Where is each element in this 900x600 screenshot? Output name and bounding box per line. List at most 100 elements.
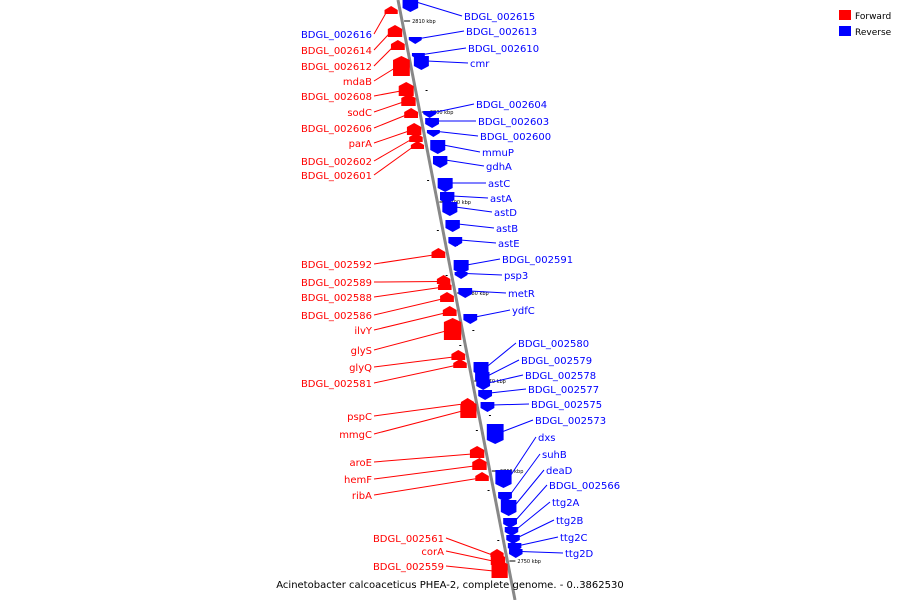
reverse-gene-feature	[425, 118, 439, 128]
forward-leader-line	[373, 356, 454, 368]
reverse-leader-line	[487, 359, 520, 377]
forward-gene-label: glyS	[351, 346, 372, 357]
minor-mark	[425, 90, 428, 91]
forward-leader-line	[373, 287, 441, 298]
reverse-gene-label: astD	[494, 208, 517, 219]
forward-gene-feature	[440, 292, 454, 302]
reverse-gene-label: ttg2B	[556, 516, 584, 527]
forward-gene-feature	[390, 40, 405, 50]
forward-gene-feature	[398, 82, 414, 96]
forward-leader-line	[373, 90, 401, 97]
forward-leader-line	[373, 298, 443, 316]
forward-gene-label: BDGL_002601	[301, 171, 372, 182]
forward-gene-feature	[453, 359, 467, 368]
forward-gene-label: sodC	[347, 108, 372, 119]
reverse-gene-feature	[413, 56, 429, 70]
reverse-gene-label: BDGL_002579	[521, 356, 592, 367]
forward-leader-line	[373, 410, 463, 435]
reverse-leader-line	[519, 536, 559, 546]
reverse-leader-line	[452, 195, 489, 199]
reverse-gene-feature	[498, 492, 512, 502]
forward-leader-line	[373, 11, 387, 35]
reverse-gene-label: cmr	[470, 59, 490, 70]
reverse-leader-line	[455, 206, 493, 213]
legend-swatch-forward	[839, 10, 851, 20]
forward-leader-line	[445, 537, 493, 556]
forward-gene-label: parA	[349, 139, 373, 150]
forward-leader-line	[373, 67, 396, 82]
forward-leader-line	[373, 254, 434, 265]
legend-label-reverse: Reverse	[855, 28, 892, 38]
genome-backbone	[396, 0, 517, 600]
forward-leader-line	[373, 114, 407, 129]
reverse-leader-line	[470, 290, 507, 294]
minor-mark	[487, 490, 490, 491]
reverse-gene-label: gdhA	[486, 162, 512, 173]
forward-gene-label: corA	[421, 547, 444, 558]
reverse-gene-label: BDGL_002610	[468, 44, 539, 55]
forward-gene-feature	[469, 446, 485, 458]
forward-gene-label: BDGL_002559	[373, 562, 444, 573]
forward-leader-line	[373, 365, 456, 384]
forward-gene-label: glyQ	[349, 363, 372, 374]
reverse-leader-line	[487, 374, 524, 384]
reverse-leader-line	[443, 144, 481, 153]
reverse-gene-label: mmuP	[482, 148, 514, 159]
forward-gene-label: BDGL_002581	[301, 379, 372, 390]
reverse-gene-feature	[453, 260, 469, 274]
reverse-gene-label: ttg2D	[565, 549, 594, 560]
reverse-gene-feature	[495, 470, 512, 488]
scale-tick-label: 2760 kbp	[500, 469, 524, 475]
forward-gene-feature	[404, 108, 419, 118]
forward-gene-feature	[436, 275, 451, 284]
reverse-gene-feature	[504, 527, 519, 536]
forward-gene-label: pspC	[347, 412, 372, 423]
reverse-gene-label: BDGL_002575	[531, 400, 602, 411]
reverse-gene-label: metR	[508, 289, 535, 300]
reverse-leader-line	[465, 273, 503, 276]
forward-gene-label: BDGL_002588	[301, 293, 372, 304]
forward-gene-label: ilvY	[354, 326, 372, 337]
forward-gene-feature	[387, 25, 403, 37]
minor-mark	[427, 180, 430, 181]
minor-mark	[472, 330, 475, 331]
forward-gene-feature	[451, 350, 466, 360]
labels-layer: BDGL_002616 BDGL_002614 BDGL_002612 mdaB BDG…	[301, 12, 620, 573]
reverse-leader-line	[426, 60, 469, 64]
minor-mark	[475, 430, 478, 431]
reverse-leader-line	[422, 47, 467, 55]
forward-leader-line	[373, 478, 478, 496]
reverse-gene-feature	[506, 535, 520, 544]
reverse-gene-feature	[448, 237, 463, 247]
reverse-gene-label: BDGL_002604	[476, 100, 547, 111]
reverse-gene-label: BDGL_002603	[478, 117, 549, 128]
reverse-leader-line	[419, 30, 465, 39]
scale-tick-label: 2790 kbp	[447, 200, 471, 206]
reverse-gene-label: suhB	[542, 450, 567, 461]
reverse-gene-label: BDGL_002578	[525, 371, 596, 382]
forward-gene-feature	[442, 306, 457, 316]
scale-tick-label: 2810 kbp	[412, 19, 436, 25]
forward-leader-line	[373, 130, 410, 144]
reverse-gene-feature	[500, 500, 517, 516]
reverse-leader-line	[509, 436, 537, 478]
forward-gene-label: BDGL_002616	[301, 30, 372, 41]
reverse-gene-label: BDGL_002613	[466, 27, 537, 38]
reverse-gene-label: deaD	[546, 466, 573, 477]
forward-leader-line	[373, 281, 439, 283]
reverse-gene-feature	[430, 140, 446, 154]
reverse-leader-line	[509, 453, 541, 496]
reverse-leader-line	[475, 309, 511, 318]
minor-mark	[497, 540, 500, 541]
forward-gene-label: aroE	[350, 458, 372, 469]
forward-leader-line	[373, 453, 472, 463]
reverse-gene-label: BDGL_002591	[502, 255, 573, 266]
reverse-gene-feature	[509, 549, 523, 558]
reverse-leader-line	[445, 159, 485, 167]
minor-mark	[488, 415, 491, 416]
reverse-gene-label: dxs	[538, 433, 555, 444]
forward-leader-line	[373, 139, 412, 162]
forward-gene-feature	[409, 133, 423, 142]
reverse-leader-line	[486, 342, 517, 368]
